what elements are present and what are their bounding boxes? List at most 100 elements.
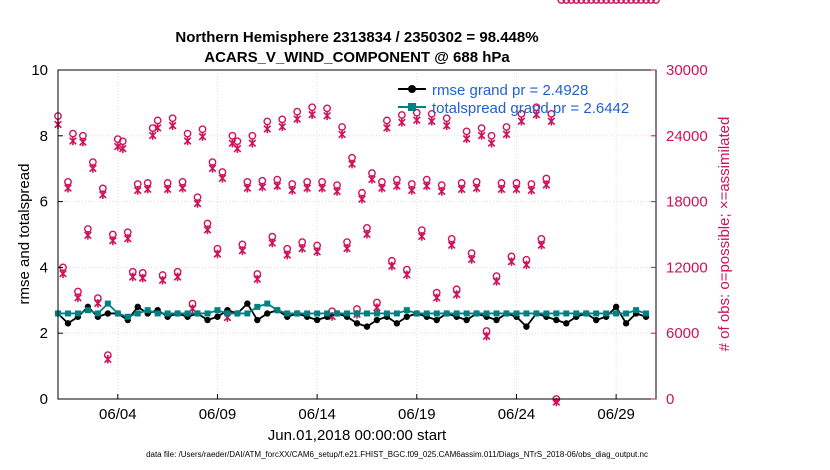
- rmse-point: [244, 300, 251, 307]
- spread-point: [94, 310, 101, 317]
- y-right-tick-label: 30000: [666, 62, 708, 79]
- rmse-point: [373, 316, 381, 324]
- rmse-point: [463, 316, 470, 324]
- assimilated-point: [532, 110, 541, 119]
- spread-point: [443, 310, 450, 317]
- assimilated-point: [103, 354, 112, 364]
- assimilated-point: [128, 272, 137, 282]
- spread-point: [433, 310, 440, 317]
- spread-point: [124, 313, 131, 320]
- possible-point: [557, 0, 566, 4]
- rmse-point: [563, 320, 570, 327]
- legend: rmse grand pr = 2.4928 totalspread grand…: [398, 82, 629, 117]
- possible-point: [477, 124, 486, 133]
- rmse-point: [593, 316, 600, 324]
- spread-point: [254, 303, 261, 310]
- spread-point: [573, 310, 580, 317]
- possible-point: [153, 116, 162, 125]
- x-axis-label: Jun.01,2018 00:00:00 start: [268, 427, 447, 444]
- rmse-point: [393, 320, 401, 327]
- rmse-point: [104, 310, 112, 317]
- x-tick-label: 06/14: [298, 406, 336, 423]
- spread-point: [234, 310, 241, 317]
- possible-point: [582, 0, 591, 4]
- x-tick-label: 06/09: [199, 406, 237, 423]
- assimilated-point: [173, 272, 182, 282]
- assimilated-point: [133, 186, 142, 195]
- rmse-point: [622, 320, 630, 327]
- x-tick-label: 06/04: [99, 406, 137, 423]
- possible-point: [168, 114, 177, 123]
- chart-subtitle: ACARS_V_WIND_COMPONENT @ 688 hPa: [204, 49, 510, 66]
- spread-point: [563, 310, 570, 317]
- assimilated-point: [178, 183, 187, 193]
- spread-point: [324, 310, 331, 317]
- y-left-tick-label: 6: [40, 194, 48, 211]
- assimilated-point: [268, 238, 277, 248]
- assimilated-point: [253, 274, 262, 284]
- assimilated-point: [407, 186, 416, 195]
- assimilated-point: [462, 134, 471, 144]
- y-left-tick-label: 0: [40, 391, 48, 408]
- spread-point: [403, 307, 410, 314]
- possible-point: [627, 0, 635, 4]
- y-left-tick-label: 2: [40, 325, 48, 342]
- assimilated-point: [402, 270, 411, 280]
- spread-point: [314, 310, 321, 317]
- spread-point: [354, 310, 360, 317]
- assimilated-point: [472, 183, 481, 193]
- possible-point: [577, 0, 586, 4]
- assimilated-point: [218, 173, 227, 183]
- assimilated-point: [148, 131, 157, 140]
- legend-rmse-marker: [408, 85, 416, 93]
- assimilated-point: [467, 255, 476, 264]
- possible-point: [612, 0, 621, 4]
- possible-point: [198, 125, 207, 134]
- rmse-point: [612, 303, 620, 311]
- y-right-tick-label: 6000: [666, 325, 699, 342]
- assimilated-point: [84, 231, 92, 240]
- possible-point: [338, 123, 346, 131]
- assimilated-point: [193, 199, 202, 208]
- spread-point: [503, 310, 510, 317]
- spread-point: [74, 310, 81, 317]
- rmse-point: [313, 316, 321, 324]
- assimilated-point: [278, 122, 287, 132]
- assimilated-point: [198, 132, 207, 141]
- assimilated-point: [343, 244, 351, 253]
- spread-point: [344, 310, 351, 317]
- spread-point: [423, 310, 430, 317]
- assimilated-point: [79, 137, 87, 147]
- spread-point: [264, 300, 271, 307]
- spread-point: [284, 310, 291, 317]
- spread-point: [164, 310, 171, 317]
- rmse-point: [433, 316, 440, 324]
- spread-point: [64, 310, 71, 317]
- rmse-point: [493, 316, 500, 324]
- y-right-tick-label: 12000: [666, 259, 708, 276]
- y-left-tick-label: 8: [40, 128, 48, 145]
- possible-point: [622, 0, 630, 4]
- possible-point: [382, 116, 391, 125]
- spread-point: [174, 310, 181, 317]
- assimilated-point: [432, 293, 441, 303]
- spread-point: [513, 310, 520, 317]
- assimilated-point: [69, 136, 77, 146]
- spread-point: [114, 310, 121, 317]
- assimilated-point: [323, 111, 331, 121]
- spread-point: [373, 310, 380, 317]
- spread-point: [603, 310, 610, 317]
- assimilated-point: [208, 164, 217, 173]
- assimilated-point: [258, 182, 267, 192]
- assimilated-point: [447, 240, 456, 250]
- spread-point: [413, 310, 420, 317]
- spread-point: [244, 310, 251, 317]
- legend-spread-label: totalspread grand pr = 2.6442: [432, 100, 629, 117]
- y-axis-right-label: # of obs: o=possible; ×=assimilated: [716, 117, 733, 352]
- spread-point: [633, 307, 640, 314]
- spread-point: [184, 310, 191, 317]
- spread-point: [294, 310, 301, 317]
- plot-frame: [57, 69, 657, 400]
- possible-point: [642, 0, 650, 4]
- possible-point: [617, 0, 626, 4]
